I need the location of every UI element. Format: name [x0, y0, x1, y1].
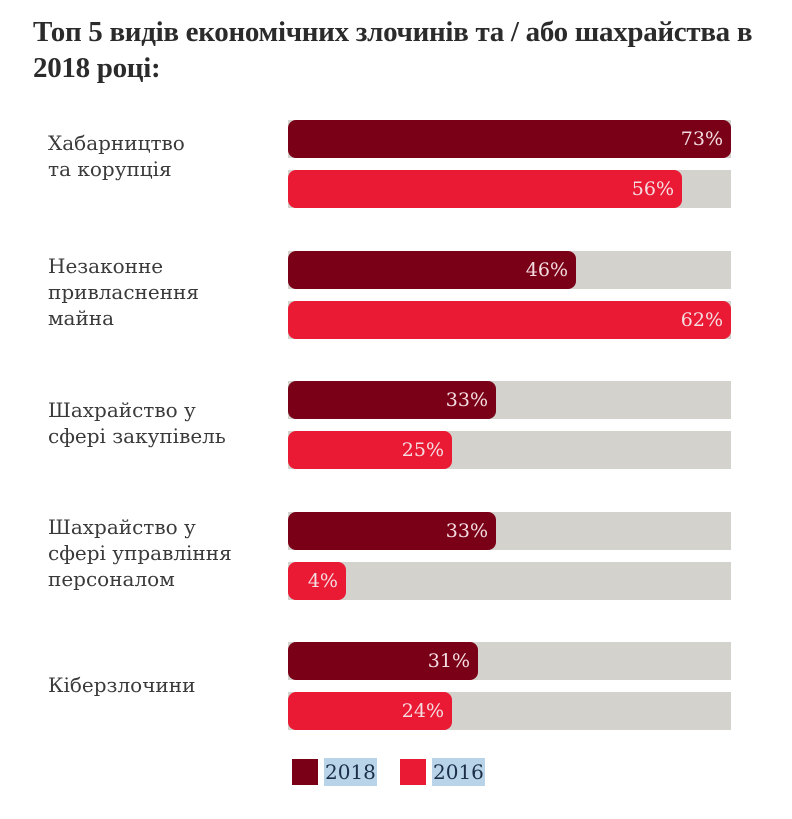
bar-value-label: 62%	[680, 309, 723, 331]
bar-track: 4%	[288, 562, 731, 600]
bar-2016: 56%	[288, 170, 682, 208]
bar-value-label: 33%	[445, 389, 488, 411]
bar-value-label: 31%	[427, 650, 470, 672]
bar-value-label: 33%	[445, 520, 488, 542]
bar-value-label: 25%	[401, 439, 444, 461]
bar-2018: 73%	[288, 120, 731, 158]
chart-title: Топ 5 видів економічних злочинів та / аб…	[33, 16, 753, 84]
bar-value-label: 4%	[307, 570, 338, 592]
bar-2016: 24%	[288, 692, 452, 730]
bar-value-label: 73%	[680, 128, 723, 150]
bar-track: 25%	[288, 431, 731, 469]
bar-2016: 25%	[288, 431, 452, 469]
bar-2018: 33%	[288, 512, 496, 550]
bar-group: Хабарництво та корупція 73% 56%	[0, 120, 792, 220]
category-label: Незаконне привласнення майна	[48, 254, 199, 330]
bar-value-label: 24%	[401, 700, 444, 722]
bar-track: 73%	[288, 120, 731, 158]
bar-group: Шахрайство у сфері управління персоналом…	[0, 512, 792, 612]
bar-value-label: 46%	[525, 259, 568, 281]
category-label: Кіберзлочини	[48, 673, 196, 697]
bar-track: 56%	[288, 170, 731, 208]
bar-value-label: 56%	[631, 178, 674, 200]
category-label: Шахрайство у сфері управління персоналом	[48, 515, 232, 591]
legend-swatch-2018	[292, 759, 318, 785]
bar-group: Шахрайство у сфері закупівель 33% 25%	[0, 381, 792, 481]
bar-track: 46%	[288, 251, 731, 289]
bar-2016: 4%	[288, 562, 346, 600]
bar-2018: 33%	[288, 381, 496, 419]
bar-track: 31%	[288, 642, 731, 680]
legend-label-2016: 2016	[432, 758, 485, 786]
bar-2018: 31%	[288, 642, 478, 680]
legend-swatch-2016	[400, 759, 426, 785]
bar-track: 33%	[288, 512, 731, 550]
bar-track: 33%	[288, 381, 731, 419]
category-label: Шахрайство у сфері закупівель	[48, 398, 226, 448]
category-label: Хабарництво та корупція	[48, 131, 185, 181]
bar-track: 24%	[288, 692, 731, 730]
bar-2016: 62%	[288, 301, 731, 339]
bar-2018: 46%	[288, 251, 576, 289]
bar-group: Незаконне привласнення майна 46% 62%	[0, 251, 792, 351]
bar-track: 62%	[288, 301, 731, 339]
legend-label-2018: 2018	[324, 758, 377, 786]
bar-group: Кіберзлочини 31% 24%	[0, 642, 792, 742]
